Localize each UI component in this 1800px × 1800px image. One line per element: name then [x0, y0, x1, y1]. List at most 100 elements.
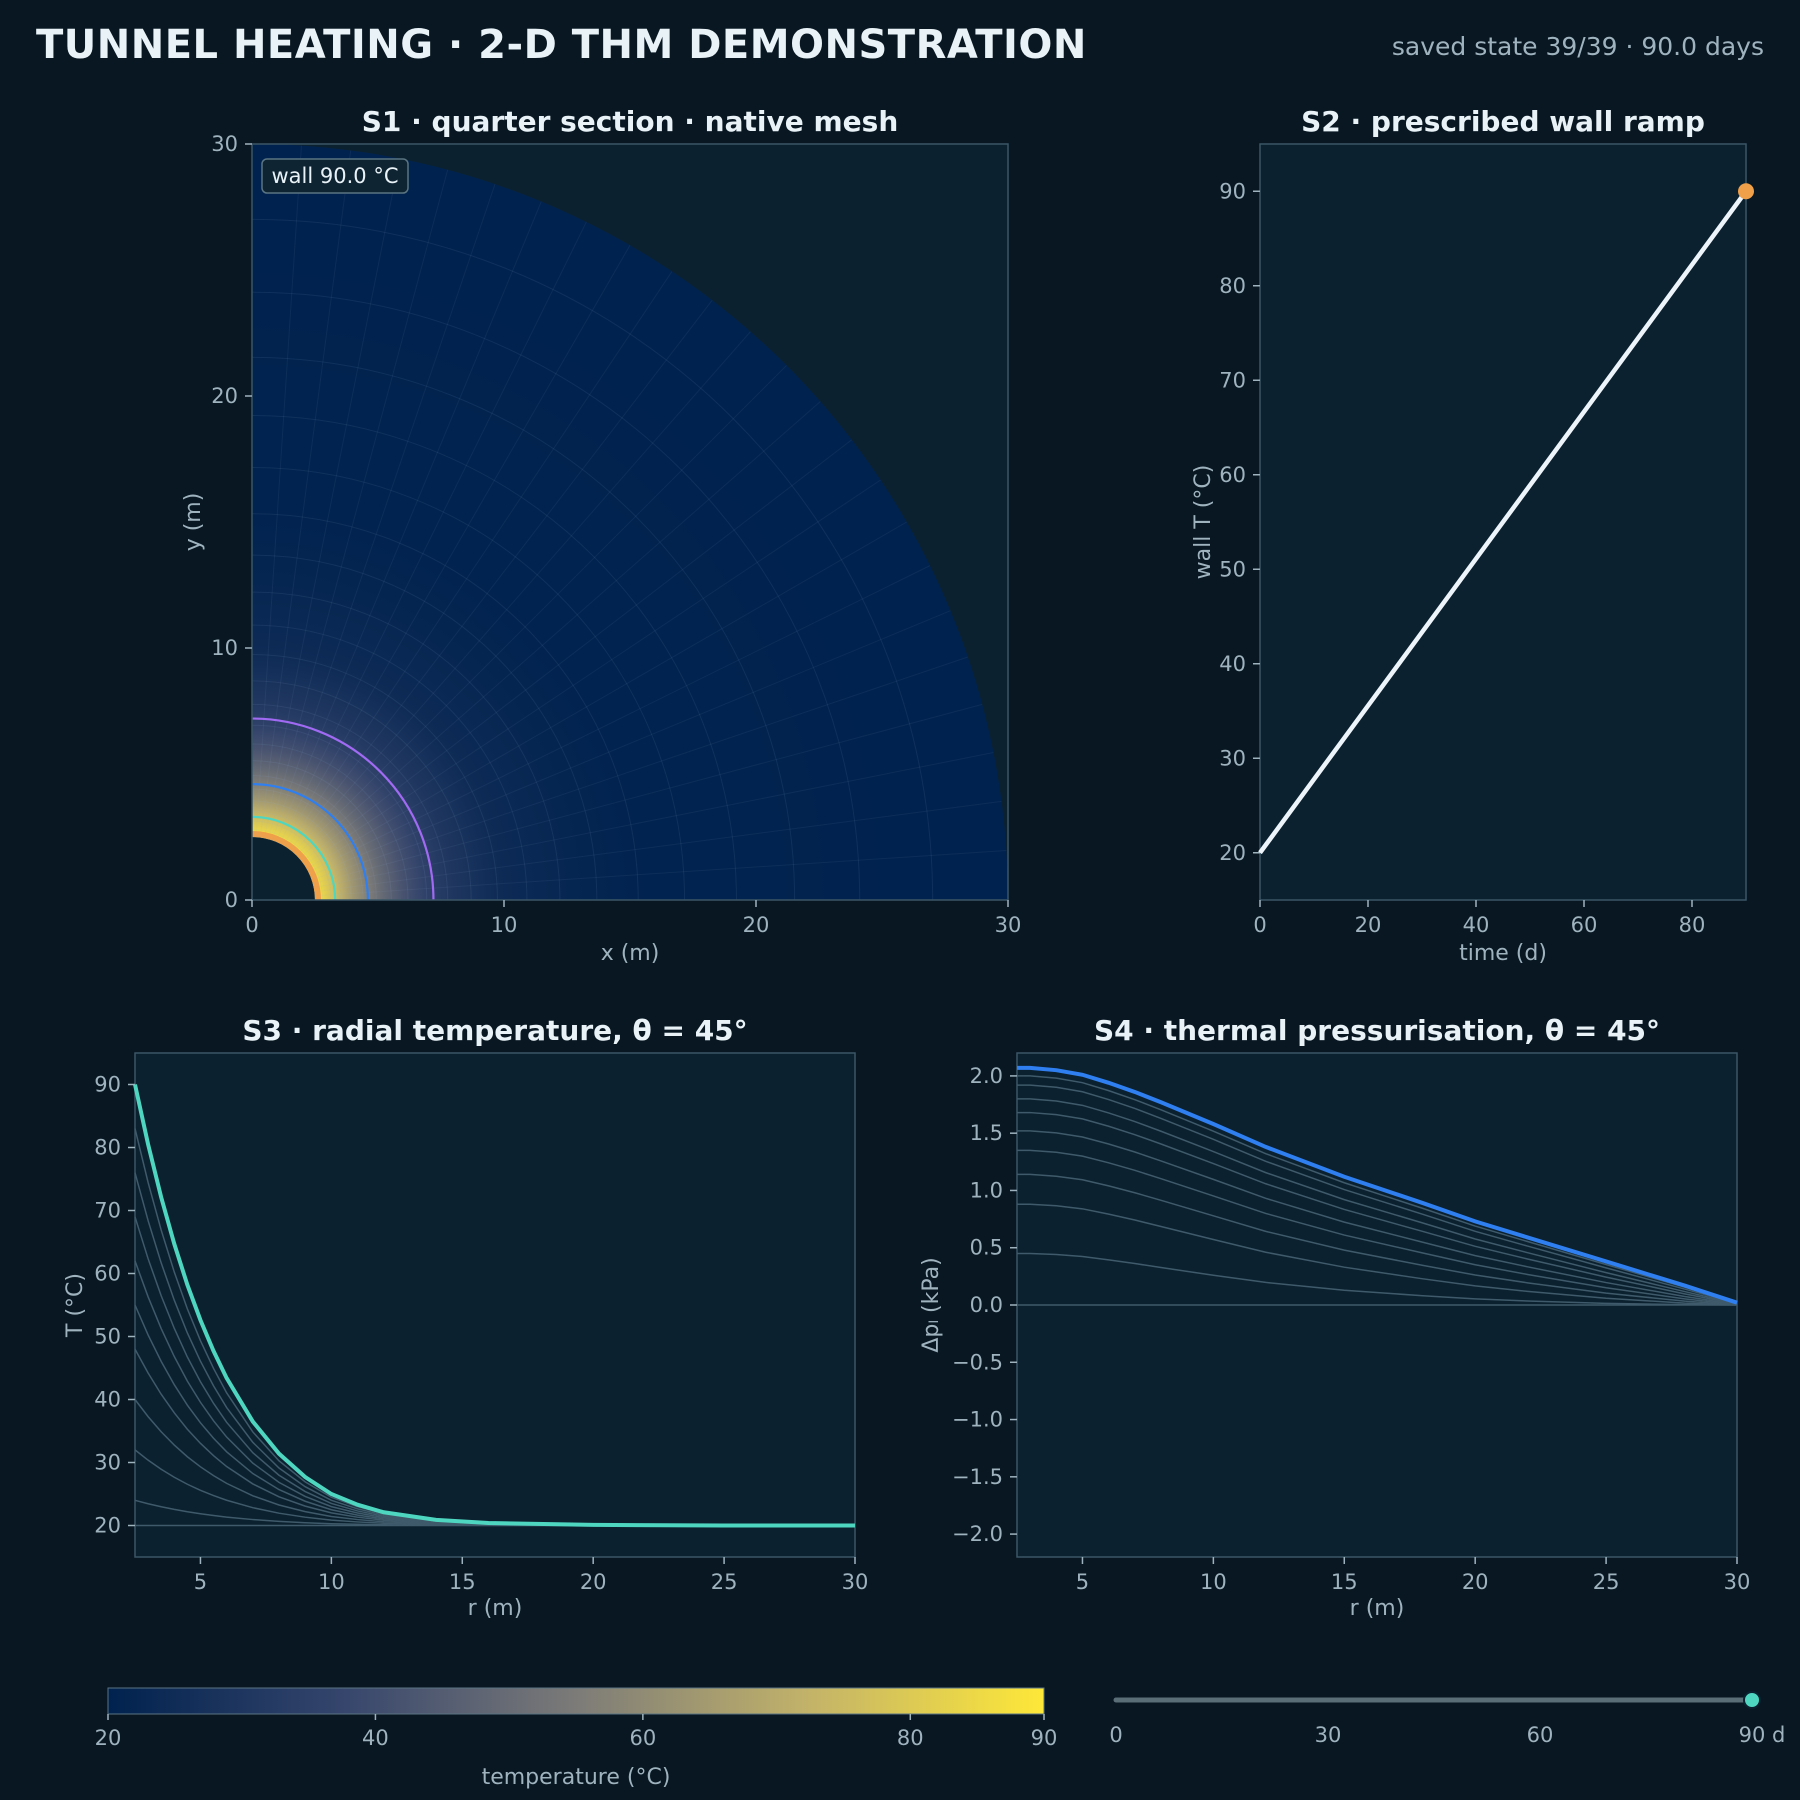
s1-mesh-ring [251, 415, 737, 901]
s2-title: S2 · prescribed wall ramp [1301, 105, 1705, 138]
s1-mesh-spoke [313, 752, 994, 889]
s2-panel: 0 20 40 60 80 20 30 40 50 60 70 80 90 S2 · prescribe… [1191, 105, 1754, 966]
s1-mesh-spoke [255, 145, 302, 838]
s1-mesh-ring [251, 466, 686, 901]
s1-ytick-label: 0 [225, 888, 238, 912]
s4-ytick-label: 2.0 [970, 1064, 1003, 1088]
s1-mesh-ring [251, 820, 332, 901]
s4-xtick-label: 15 [1331, 1570, 1358, 1594]
time-slider[interactable]: 0 30 60 90 d [1109, 1691, 1785, 1747]
s2-ytick-label: 50 [1219, 557, 1246, 581]
s4-ytick-label: −2.0 [952, 1522, 1003, 1546]
s3-axes: 5 10 15 20 25 30 20 30 40 50 60 70 80 90 [94, 1073, 868, 1595]
s2-ytick-label: 40 [1219, 652, 1246, 676]
s2-xtick-label: 0 [1253, 913, 1266, 937]
s4-series [1017, 1065, 1738, 1306]
s3-xtick-label: 15 [449, 1570, 476, 1594]
colorbar: 20 40 60 80 90 temperature (°C) [95, 1687, 1058, 1790]
s4-ytick-label: 1.0 [970, 1178, 1003, 1202]
s4-axes: 5 10 15 20 25 30 2.0 1.5 1.0 0.5 0.0 −0.5 −1.0 −1.5 −2… [952, 1064, 1750, 1594]
s1-contours [251, 717, 435, 901]
colorbar-tick-label: 90 [1031, 1726, 1058, 1750]
s3-ytick-label: 50 [94, 1325, 121, 1349]
s1-mesh-spoke [293, 331, 751, 853]
time-slider-handle[interactable] [1743, 1691, 1761, 1709]
s1-mesh-spoke [263, 158, 400, 839]
s3-ytick-label: 80 [94, 1136, 121, 1160]
colorbar-gradient [107, 1687, 1045, 1715]
s3-ytick-label: 30 [94, 1451, 121, 1475]
s4-history-curve [1017, 1130, 1738, 1306]
s1-xtick-label: 30 [995, 913, 1022, 937]
s1-mesh-ring [251, 760, 392, 901]
s1-tunnel-opening [252, 837, 315, 900]
s3-plot-area [134, 1052, 856, 1558]
s1-mesh-spoke [271, 183, 496, 841]
s4-title: S4 · thermal pressurisation, θ = 45° [1094, 1014, 1660, 1047]
s1-mesh-spoke [306, 521, 907, 869]
s3-current-curve [133, 1084, 855, 1528]
s4-history-curve [1017, 1252, 1738, 1306]
s3-xtick-label: 5 [194, 1570, 207, 1594]
s1-mesh-spoke [296, 365, 787, 856]
s1-xtick-label: 10 [491, 913, 518, 937]
s4-history-curve [1017, 1084, 1738, 1305]
s3-panel: 5 10 15 20 25 30 20 30 40 50 60 70 80 90 S3 · radial … [63, 1014, 868, 1621]
s4-history-curve [1017, 1173, 1738, 1306]
s3-xlabel: r (m) [468, 1596, 523, 1621]
time-slider-tick-label: 60 [1527, 1723, 1554, 1747]
colorbar-tick-label: 20 [95, 1726, 122, 1750]
s1-frame [251, 143, 1009, 901]
s1-mesh-ring [251, 800, 352, 901]
s2-xtick-label: 80 [1679, 913, 1706, 937]
s4-xtick-label: 5 [1076, 1570, 1089, 1594]
s1-panel: 00 10 10 20 20 30 30 S1 · quarter section · na… [181, 105, 1021, 966]
s1-mesh-spoke [267, 169, 449, 840]
s1-mesh-spoke [279, 221, 587, 844]
s2-ytick-label: 20 [1219, 841, 1246, 865]
s1-mesh-ring [251, 218, 934, 901]
s3-title: S3 · radial temperature, θ = 45° [242, 1014, 747, 1047]
colorbar-label: temperature (°C) [482, 1765, 671, 1790]
s1-temperature-field [251, 144, 1008, 901]
s1-mesh-ring [251, 810, 342, 901]
s4-xtick-label: 25 [1593, 1570, 1620, 1594]
s4-current-curve [1017, 1065, 1738, 1305]
time-slider-tick-label: 0 [1109, 1723, 1122, 1747]
s1-contour-line [251, 815, 337, 901]
s1-mesh-lines [251, 144, 1008, 901]
s1-mesh-spoke [310, 610, 951, 877]
s3-ytick-label: 40 [94, 1388, 121, 1412]
s1-mesh-ring [251, 554, 598, 901]
s1-contour-line [251, 717, 435, 901]
s4-panel: 5 10 15 20 25 30 2.0 1.5 1.0 0.5 0.0 −0.5 −1.0 −1.5 −2… [919, 1014, 1750, 1621]
s4-ytick-label: −0.5 [952, 1350, 1003, 1374]
s3-xtick-label: 30 [842, 1570, 869, 1594]
colorbar-tick-label: 80 [897, 1726, 924, 1750]
s1-xtick-label: 20 [743, 913, 770, 937]
s4-xlabel: r (m) [1350, 1596, 1405, 1621]
s1-ytick-label: 30 [211, 132, 238, 156]
saved-state-status: saved state 39/39 · 90.0 days [1391, 32, 1764, 61]
s2-axes: 0 20 40 60 80 20 30 40 50 60 70 80 90 [1219, 179, 1705, 937]
s1-mesh-spoke [304, 479, 881, 866]
s1-mesh-spoke [311, 656, 969, 881]
page-title: TUNNEL HEATING · 2-D THM DEMONSTRATION [36, 22, 1087, 68]
s1-mesh-ring [251, 743, 409, 901]
s1-mesh-ring [251, 513, 639, 901]
s2-current-marker [1738, 183, 1754, 200]
s1-mesh-spoke [312, 703, 983, 885]
s4-history-curve [1017, 1149, 1738, 1306]
s1-wall-annotation-box [261, 158, 409, 194]
s1-mesh-spoke [289, 299, 713, 851]
s3-ytick-label: 90 [94, 1073, 121, 1097]
s1-mesh-spoke [301, 439, 853, 863]
s1-mesh-spoke [314, 800, 1002, 893]
s1-mesh-ring [251, 591, 561, 901]
s4-ylabel: Δpₗ (kPa) [919, 1257, 944, 1352]
s4-ytick-label: −1.0 [952, 1408, 1003, 1432]
s4-history-curve [1017, 1075, 1738, 1304]
s1-mesh-ring [251, 291, 861, 901]
colorbar-ticks: 20 40 60 80 90 [95, 1714, 1058, 1750]
